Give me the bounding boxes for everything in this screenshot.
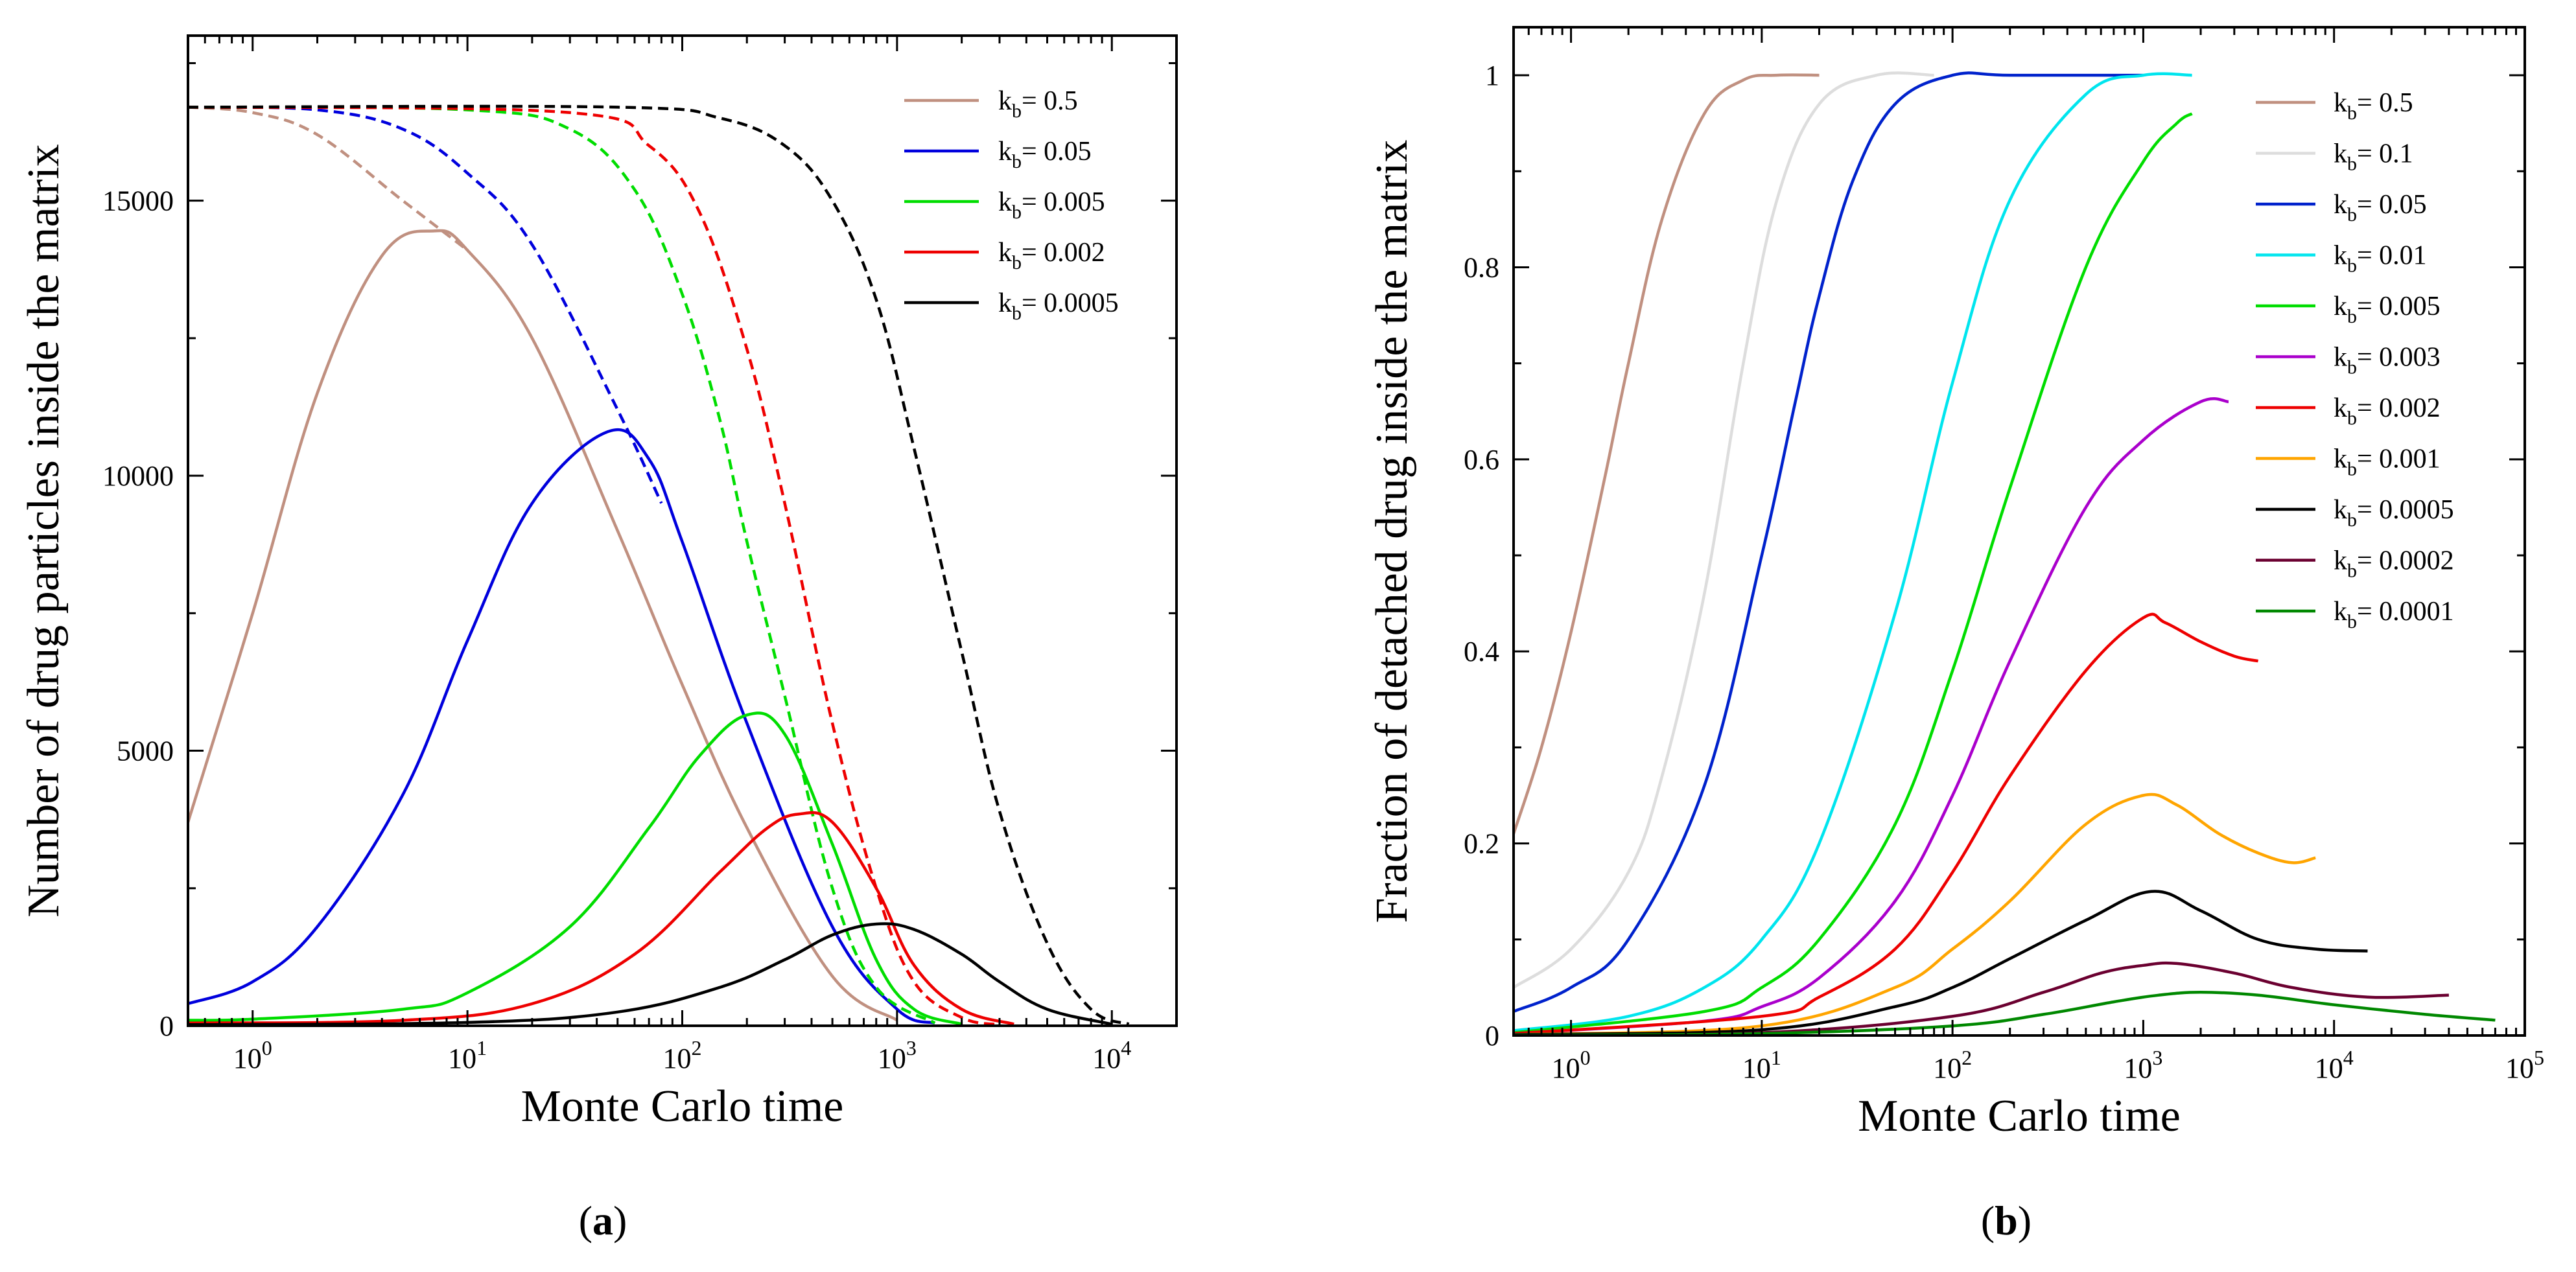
series-line-kb-0.005-solid [188,711,963,1026]
y-axis: 0 5000 10000 15000 [102,62,1177,1042]
series-line-kb-0.05-solid [188,428,935,1024]
legend-entry: kb= 0.002 [998,238,1105,273]
series-line-kb-0.5 [1514,73,1820,835]
series-line-kb-0.005-dashed [188,106,936,1024]
x-tick-label: 102 [1933,1046,1972,1084]
legend-entry: kb= 0.003 [2334,343,2441,378]
x-tick-label: 100 [1552,1046,1591,1084]
x-tick-label: 105 [2505,1046,2544,1084]
legend-entry: kb= 0.05 [998,137,1092,172]
series-line-kb-0.1 [1514,71,1934,989]
x-tick-label: 103 [2124,1046,2162,1084]
y-tick-label: 0.6 [1464,444,1499,476]
legend-entry: kb= 0.05 [2334,190,2427,225]
panel-label: (b) [1981,1197,2032,1243]
y-tick-label: 0 [1485,1020,1499,1052]
x-axis: 100 101 102 103 104 [187,36,1178,1074]
panel-b: 100 101 102 103 104 105 0 0.2 0.4 0.6 0.8 1 Monte Ca… [1367,26,2544,1243]
y-axis-title: Number of drug particles inside the matr… [19,144,69,918]
series-line-kb-0.01 [1514,72,2192,1032]
series-line-kb-0.0005-dashed [188,104,1130,1026]
x-tick-label: 102 [663,1036,702,1074]
series-line-kb-0.002-solid [188,811,1014,1026]
series-line-kb-0.003 [1514,397,2229,1035]
y-tick-label: 10000 [102,460,174,492]
x-tick-label: 104 [2315,1046,2354,1084]
series-line-kb-0.05-dashed [188,106,663,504]
y-tick-label: 5000 [117,735,174,767]
series-line-kb-0.001 [1514,792,2316,1035]
y-tick-label: 0.2 [1464,828,1499,860]
legend-entry: kb= 0.01 [2334,241,2427,277]
series-group [188,104,1130,1026]
plot-frame [1512,26,2526,1037]
legend-entry: kb= 0.1 [2334,139,2413,175]
legend-entry: kb= 0.002 [2334,393,2441,429]
legend-entry: kb= 0.005 [2334,292,2441,327]
legend-entry: kb= 0.5 [2334,88,2413,124]
series-line-kb-0.5-solid [188,229,898,1022]
x-tick-label: 101 [448,1036,487,1074]
series-line-kb-0.05 [1514,71,2144,1013]
y-tick-label: 0.4 [1464,636,1499,667]
series-line-kb-0.005 [1514,112,2193,1034]
series-line-kb-0.002 [1514,612,2259,1035]
legend-entry: kb= 0.005 [998,187,1105,223]
legend-entry: kb= 0.0005 [2334,495,2454,531]
x-axis-title: Monte Carlo time [521,1081,844,1131]
legend: kb= 0.5 kb= 0.1 kb= 0.05 kb= 0.01 kb= 0.005 k… [2256,88,2454,632]
series-line-kb-0.0001 [1514,991,2496,1035]
y-tick-label: 15000 [102,185,174,217]
plot-frame [187,34,1178,1027]
y-tick-label: 1 [1485,60,1499,91]
legend-entry: kb= 0.0002 [2334,546,2454,582]
y-tick-label: 0.8 [1464,251,1499,283]
y-axis-title: Fraction of detached drug inside the mat… [1367,139,1417,923]
legend-entry: kb= 0.001 [2334,445,2441,480]
y-axis: 0 0.2 0.4 0.6 0.8 1 [1464,60,2525,1052]
x-tick-label: 104 [1092,1036,1131,1074]
legend-entry: kb= 0.0005 [998,288,1119,324]
series-line-kb-0.002-dashed [188,106,1000,1026]
series-group [1514,71,2496,1035]
panel-label: (a) [579,1197,627,1243]
x-axis: 100 101 102 103 104 105 [1512,27,2544,1084]
legend-entry: kb= 0.5 [998,86,1078,122]
x-axis-title: Monte Carlo time [1858,1091,2181,1141]
series-line-kb-0.0005-solid [188,922,1112,1026]
x-tick-label: 100 [233,1036,272,1074]
x-tick-label: 103 [878,1036,917,1074]
x-tick-label: 101 [1742,1046,1781,1084]
series-line-kb-0.5-dashed [188,106,469,251]
panel-a: 100 101 102 103 104 0 5000 10000 15000 Monte Carl… [19,34,1178,1243]
legend-entry: kb= 0.0001 [2334,597,2454,632]
y-tick-label: 0 [159,1010,174,1042]
legend: kb= 0.5 kb= 0.05 kb= 0.005 kb= 0.002 kb= 0.0… [904,86,1119,324]
